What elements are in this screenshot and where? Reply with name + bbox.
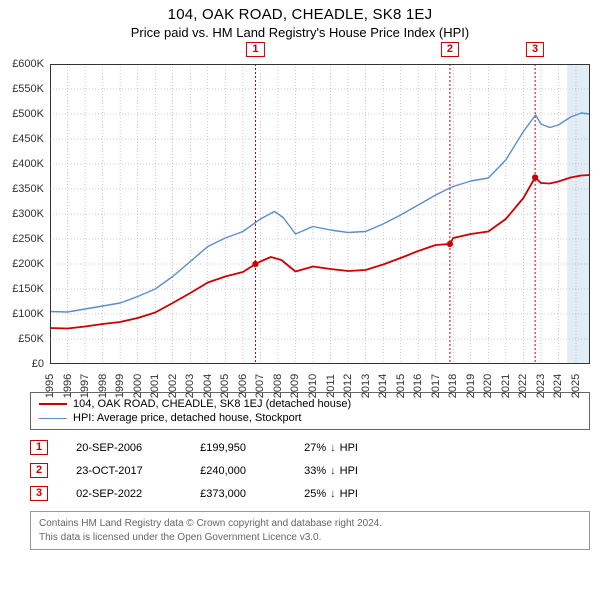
x-tick-label: 2005 — [219, 374, 231, 398]
x-tick-label: 1996 — [62, 374, 74, 398]
arrow-down-icon: ↓ — [330, 465, 336, 477]
x-tick-label: 2024 — [552, 374, 564, 398]
y-tick-label: £600K — [12, 58, 44, 70]
x-tick-label: 2015 — [395, 374, 407, 398]
transaction-price: £240,000 — [200, 465, 280, 477]
x-tick-label: 2016 — [412, 374, 424, 398]
y-tick-label: £100K — [12, 308, 44, 320]
transaction-delta: 27%↓HPI — [304, 442, 358, 454]
legend-swatch — [39, 418, 67, 419]
legend-swatch — [39, 403, 67, 405]
x-tick-label: 2020 — [482, 374, 494, 398]
transaction-price: £199,950 — [200, 442, 280, 454]
x-tick-label: 1995 — [44, 374, 56, 398]
arrow-down-icon: ↓ — [330, 488, 336, 500]
chart-subtitle: Price paid vs. HM Land Registry's House … — [0, 25, 600, 40]
x-tick-label: 2000 — [132, 374, 144, 398]
transaction-date: 02-SEP-2022 — [76, 488, 176, 500]
reference-marker-badge: 1 — [246, 42, 264, 57]
x-tick-label: 2003 — [184, 374, 196, 398]
y-tick-label: £50K — [18, 333, 44, 345]
transaction-badge: 3 — [30, 486, 48, 501]
x-tick-label: 2004 — [202, 374, 214, 398]
x-tick-label: 1999 — [114, 374, 126, 398]
x-tick-label: 2001 — [149, 374, 161, 398]
transaction-date: 23-OCT-2017 — [76, 465, 176, 477]
x-tick-label: 2009 — [289, 374, 301, 398]
x-tick-label: 2014 — [377, 374, 389, 398]
transaction-date: 20-SEP-2006 — [76, 442, 176, 454]
x-tick-label: 1997 — [79, 374, 91, 398]
x-tick-label: 2022 — [517, 374, 529, 398]
reference-marker-badge: 3 — [526, 42, 544, 57]
y-tick-label: £200K — [12, 258, 44, 270]
x-tick-label: 2002 — [167, 374, 179, 398]
chart-area: £0 £50K £100K £150K £200K £250K £300K £350K £400… — [0, 44, 600, 384]
y-tick-label: £550K — [12, 83, 44, 95]
footnote-line: Contains HM Land Registry data © Crown c… — [39, 517, 581, 531]
footnote-box: Contains HM Land Registry data © Crown c… — [30, 511, 590, 550]
y-tick-label: £350K — [12, 183, 44, 195]
transactions-table: 1 20-SEP-2006 £199,950 27%↓HPI 2 23-OCT-2017 £… — [30, 436, 590, 505]
x-tick-label: 2021 — [500, 374, 512, 398]
plot-svg — [50, 64, 590, 364]
x-axis-labels: 1995199619971998199920002001200220032004… — [50, 366, 590, 400]
arrow-down-icon: ↓ — [330, 442, 336, 454]
legend-row: HPI: Average price, detached house, Stoc… — [39, 411, 581, 425]
y-tick-label: £150K — [12, 283, 44, 295]
reference-marker-badge: 2 — [441, 42, 459, 57]
x-tick-label: 2010 — [307, 374, 319, 398]
x-tick-label: 2017 — [430, 374, 442, 398]
y-tick-label: £500K — [12, 108, 44, 120]
x-tick-label: 2018 — [447, 374, 459, 398]
transaction-delta: 33%↓HPI — [304, 465, 358, 477]
x-tick-label: 2006 — [237, 374, 249, 398]
transaction-price: £373,000 — [200, 488, 280, 500]
chart-title: 104, OAK ROAD, CHEADLE, SK8 1EJ — [0, 6, 600, 23]
transaction-row: 3 02-SEP-2022 £373,000 25%↓HPI — [30, 482, 590, 505]
transaction-row: 2 23-OCT-2017 £240,000 33%↓HPI — [30, 459, 590, 482]
transaction-badge: 2 — [30, 463, 48, 478]
y-tick-label: £0 — [32, 358, 44, 370]
x-tick-label: 2011 — [325, 374, 337, 398]
transaction-badge: 1 — [30, 440, 48, 455]
x-tick-label: 2007 — [254, 374, 266, 398]
y-tick-label: £300K — [12, 208, 44, 220]
legend-label: HPI: Average price, detached house, Stoc… — [73, 412, 302, 424]
x-tick-label: 2013 — [360, 374, 372, 398]
x-tick-label: 2023 — [535, 374, 547, 398]
x-tick-label: 2012 — [342, 374, 354, 398]
x-tick-label: 2025 — [570, 374, 582, 398]
y-tick-label: £400K — [12, 158, 44, 170]
x-tick-label: 1998 — [97, 374, 109, 398]
x-tick-label: 2019 — [465, 374, 477, 398]
y-tick-label: £450K — [12, 133, 44, 145]
transaction-delta: 25%↓HPI — [304, 488, 358, 500]
x-tick-label: 2008 — [272, 374, 284, 398]
chart-header: 104, OAK ROAD, CHEADLE, SK8 1EJ Price pa… — [0, 6, 600, 40]
plot-box: 123 — [50, 64, 590, 364]
transaction-row: 1 20-SEP-2006 £199,950 27%↓HPI — [30, 436, 590, 459]
footnote-line: This data is licensed under the Open Gov… — [39, 531, 581, 545]
y-tick-label: £250K — [12, 233, 44, 245]
